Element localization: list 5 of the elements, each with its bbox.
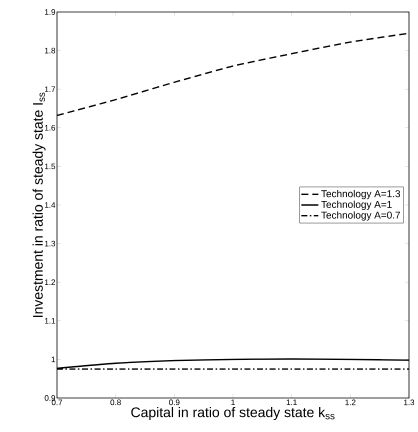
legend-label: Technology A=0.7 — [321, 211, 400, 221]
y-axis-title: Investment in ratio of steady state I$_{ss}$ — [32, 92, 46, 317]
x-axis-title: Capital in ratio of steady state k$_{ss}$ — [131, 407, 335, 420]
legend-label: Technology A=1.3 — [321, 190, 400, 200]
legend-label: Technology A=1 — [321, 200, 392, 210]
